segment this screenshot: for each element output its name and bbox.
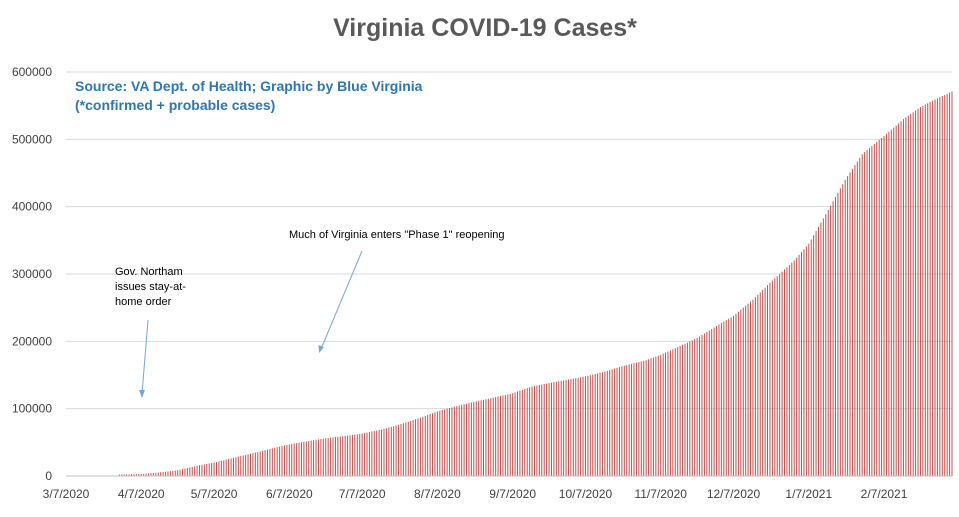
x-tick-label: 2/7/2021 [861,487,908,501]
x-tick-label: 1/7/2021 [785,487,832,501]
annotation-stay-at-home: Gov. Northam issues stay-at- home order [115,266,186,398]
y-tick-label: 300000 [12,267,52,281]
x-tick-label: 10/7/2020 [559,487,613,501]
x-tick-label: 3/7/2020 [43,487,90,501]
y-tick-label: 500000 [12,132,52,146]
y-tick-label: 0 [45,469,52,483]
source-footnote: (*confirmed + probable cases) [75,97,275,113]
annotation-stay-at-home-line-2: issues stay-at- [115,281,186,293]
axes: 0 100000 200000 300000 400000 500000 600000 3/7… [12,65,952,501]
annotation-phase-1-text: Much of Virginia enters "Phase 1" reopen… [289,229,505,241]
y-tick-label: 400000 [12,200,52,214]
x-tick-label: 9/7/2020 [489,487,536,501]
annotation-stay-at-home-line-1: Gov. Northam [115,266,183,278]
y-tick-label: 100000 [12,402,52,416]
annotation-phase-1: Much of Virginia enters "Phase 1" reopen… [289,229,505,353]
y-tick-label: 600000 [12,65,52,79]
annotation-stay-at-home-line-3: home order [115,296,172,308]
gridlines [66,71,952,410]
y-tick-label: 200000 [12,334,52,348]
annotation-phase-1-arrow [320,250,363,350]
x-tick-label: 8/7/2020 [414,487,461,501]
annotation-stay-at-home-arrow [141,319,149,395]
x-tick-label: 4/7/2020 [118,487,165,501]
x-tick-label: 6/7/2020 [266,487,313,501]
bars [118,91,953,476]
annotation-stay-at-home-arrowhead [139,390,145,398]
chart-title: Virginia COVID-19 Cases* [333,14,637,42]
x-tick-label: 11/7/2020 [634,487,687,501]
x-tick-label: 12/7/2020 [707,487,761,501]
source-note: Source: VA Dept. of Health; Graphic by B… [75,78,423,94]
annotation-phase-1-arrowhead [318,345,324,353]
x-tick-label: 5/7/2020 [191,487,238,501]
x-tick-label: 7/7/2020 [339,487,386,501]
